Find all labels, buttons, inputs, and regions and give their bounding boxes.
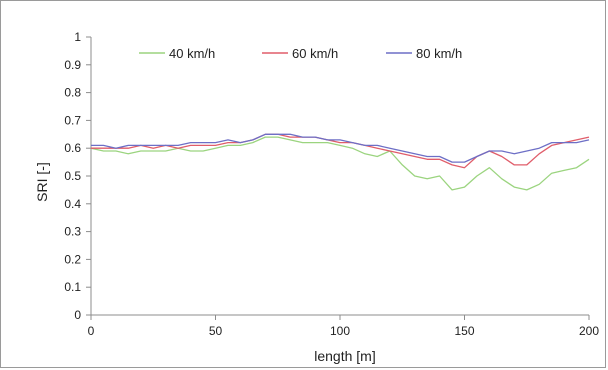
x-tick-label: 200 xyxy=(579,324,599,338)
y-tick-label: 0 xyxy=(74,308,81,322)
legend-entry-3: 80 km/h xyxy=(416,46,462,61)
y-tick-label: 0.6 xyxy=(64,141,81,155)
y-tick-label: 0.8 xyxy=(64,86,81,100)
series-line-3 xyxy=(91,133,590,163)
y-tick-label: 0.1 xyxy=(64,280,81,294)
y-tick-label: 0.5 xyxy=(64,169,81,183)
x-axis-title: length [m] xyxy=(314,348,375,364)
y-tick-label: 0.4 xyxy=(64,197,81,211)
legend-entry-1: 40 km/h xyxy=(169,46,215,61)
series-line-1 xyxy=(90,136,590,191)
legend-entry-2: 60 km/h xyxy=(292,46,338,61)
y-tick-label: 1 xyxy=(74,30,81,44)
x-tick-label: 0 xyxy=(88,324,95,338)
y-tick-label: 0.7 xyxy=(64,113,81,127)
x-tick-label: 100 xyxy=(330,324,350,338)
x-tick-label: 50 xyxy=(209,324,223,338)
series-line-2 xyxy=(91,133,590,169)
y-tick-label: 0.3 xyxy=(64,225,81,239)
y-axis-title: SRI [-] xyxy=(34,162,50,202)
y-tick-label: 0.9 xyxy=(64,58,81,72)
x-tick-label: 150 xyxy=(454,324,474,338)
y-tick-label: 0.2 xyxy=(64,252,81,266)
